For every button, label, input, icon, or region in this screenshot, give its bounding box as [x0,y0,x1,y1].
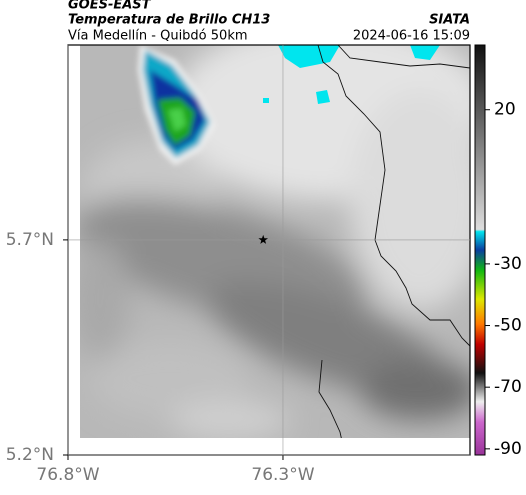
x-tick-label: 76.3°W [251,465,314,485]
satellite-name: GOES-EAST [68,0,152,13]
x-tick-label: 76.8°W [36,465,99,485]
route-name: Vía Medellín - Quibdó 50km [68,29,248,44]
colorbar-tick-label: -70 [494,377,522,397]
location-marker [258,234,268,244]
colorbar-tick-label: -30 [494,254,522,274]
y-tick-label: 5.7°N [6,230,54,250]
colorbar-tick-label: -50 [494,316,522,336]
satellite-imagery [80,45,470,438]
source-name: SIATA [429,13,470,28]
colorbar [474,44,486,456]
timestamp: 2024-06-16 15:09 [353,29,470,44]
y-tick-label: 5.2°N [6,445,54,465]
colorbar-tick-label: -90 [494,439,522,459]
colorbar-tick-label: 20 [494,100,516,120]
product-name: Temperatura de Brillo CH13 [68,13,270,28]
